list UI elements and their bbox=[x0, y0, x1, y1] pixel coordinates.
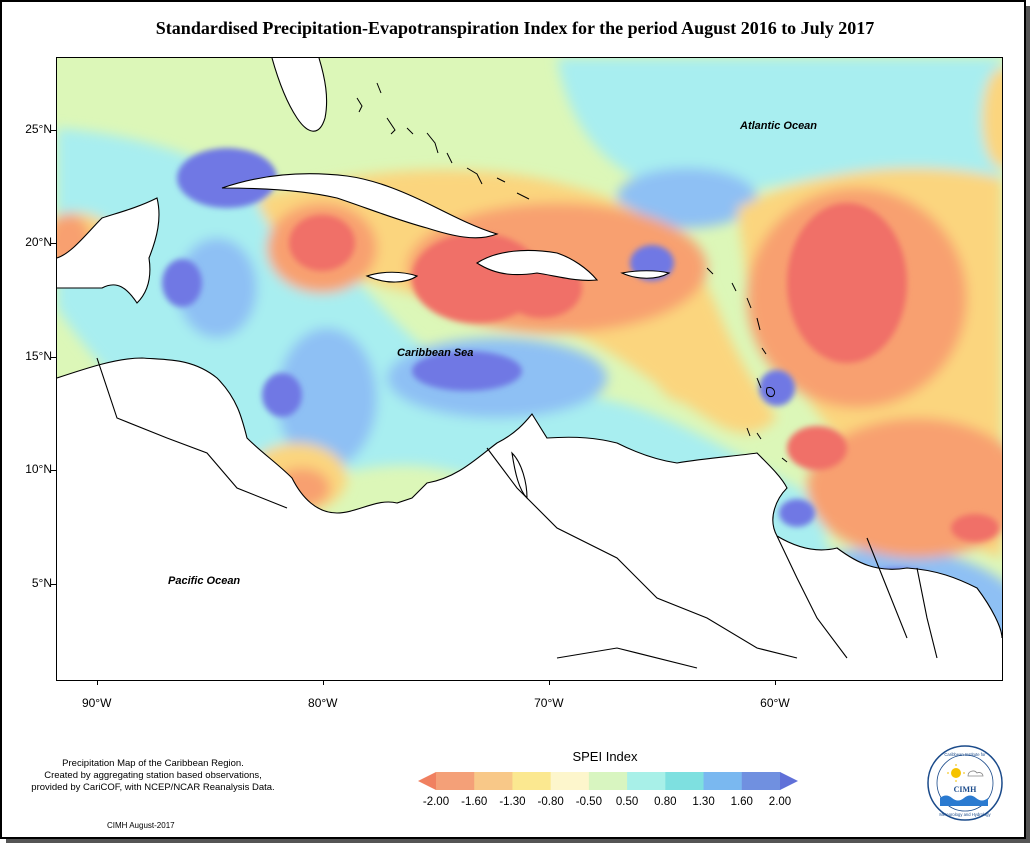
longitude-label: 60°W bbox=[760, 696, 790, 710]
florida bbox=[272, 58, 327, 132]
latitude-label: 15°N bbox=[25, 348, 52, 363]
legend-tick-label: -0.50 bbox=[575, 796, 602, 808]
longitude-tick bbox=[774, 680, 776, 685]
legend-tick-label: 1.60 bbox=[730, 796, 753, 808]
latitude-label: 10°N bbox=[25, 462, 52, 477]
latitude-tick bbox=[51, 356, 56, 358]
logo-top-text: Caribbean Institute for bbox=[944, 752, 986, 757]
pacific-ocean-label: Pacific Ocean bbox=[168, 575, 241, 587]
logo-bottom-text: Meteorology and Hydrology bbox=[939, 812, 991, 817]
latitude-tick bbox=[51, 243, 56, 245]
sun-icon bbox=[951, 768, 961, 778]
note-line-1: Precipitation Map of the Caribbean Regio… bbox=[62, 758, 244, 769]
small-islands bbox=[356, 82, 788, 463]
map-title: Standardised Precipitation-Evapotranspir… bbox=[155, 18, 875, 38]
longitude-label: 80°W bbox=[308, 696, 338, 710]
legend-tick-label: -1.60 bbox=[461, 796, 488, 808]
latitude-tick bbox=[51, 583, 56, 585]
legend-swatch bbox=[512, 772, 552, 790]
longitude-tick bbox=[548, 680, 550, 685]
latitude-tick bbox=[51, 470, 56, 472]
cloud-icon bbox=[967, 770, 984, 777]
central-america bbox=[57, 288, 1002, 680]
legend-tick-label: -0.80 bbox=[537, 796, 564, 808]
latitude-label: 5°N bbox=[31, 575, 52, 590]
longitude-label: 90°W bbox=[81, 696, 112, 710]
legend-swatch bbox=[703, 772, 743, 790]
legend-swatch bbox=[588, 772, 628, 790]
spei-map-canvas bbox=[57, 58, 1002, 680]
jamaica bbox=[367, 272, 417, 283]
yucatan-mexico bbox=[57, 198, 160, 303]
latitude-tick bbox=[51, 129, 56, 131]
logo-acronym: CIMH bbox=[954, 785, 977, 794]
legend-swatch bbox=[627, 772, 666, 790]
legend-swatch bbox=[741, 772, 781, 790]
longitude-label: 70°W bbox=[534, 696, 564, 710]
legend-title: SPEI Index bbox=[572, 749, 638, 764]
legend-tick-label: 0.80 bbox=[654, 796, 677, 808]
longitude-tick bbox=[96, 680, 98, 685]
atlantic-ocean-label: Atlantic Ocean bbox=[740, 120, 818, 132]
spei-map[interactable] bbox=[56, 57, 1003, 681]
legend-swatch bbox=[780, 772, 798, 790]
hispaniola bbox=[477, 250, 597, 281]
latitude-label: 25°N bbox=[25, 121, 52, 136]
wave-icon bbox=[940, 795, 988, 806]
longitude-tick bbox=[322, 680, 324, 685]
caribbean-sea-label: Caribbean Sea bbox=[397, 347, 474, 359]
legend-swatch bbox=[418, 772, 436, 790]
latitude-label: 20°N bbox=[25, 235, 52, 250]
map-description-note: Precipitation Map of the Caribbean Regio… bbox=[8, 758, 298, 794]
note-line-3: provided by CariCOF, with NCEP/NCAR Rean… bbox=[31, 782, 275, 793]
legend-tick-label: 0.50 bbox=[615, 796, 639, 808]
note-line-2: Created by aggregating station based obs… bbox=[44, 770, 262, 781]
map-credit: CIMH August-2017 bbox=[107, 821, 175, 830]
cimh-logo: CIMH Caribbean Institute for Meteorology… bbox=[927, 745, 1003, 821]
coastlines bbox=[57, 58, 1002, 669]
legend-tick-label: 1.30 bbox=[692, 796, 715, 808]
legend-swatch bbox=[550, 772, 590, 790]
legend-swatch bbox=[474, 772, 513, 790]
legend-tick-label: -1.30 bbox=[499, 796, 526, 808]
legend-tick-label: 2.00 bbox=[768, 796, 792, 808]
legend-swatch bbox=[665, 772, 705, 790]
legend-swatch bbox=[436, 772, 475, 790]
legend-tick-label: -2.00 bbox=[422, 796, 450, 808]
spei-colorbar bbox=[418, 772, 798, 790]
